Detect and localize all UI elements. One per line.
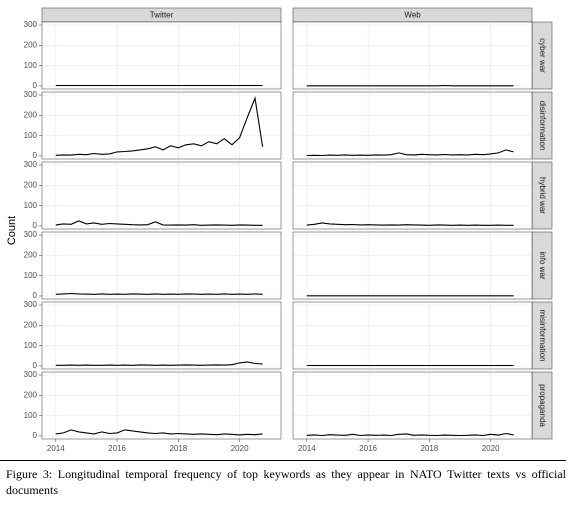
panel-border (41, 301, 282, 370)
panel (42, 162, 281, 229)
y-tick-label: 200 (24, 250, 38, 259)
chart: Twitter Web Count cyber war 0 100 200 300 disinf… (6, 7, 553, 453)
line (55, 292, 263, 295)
y-tick-label: 300 (24, 300, 38, 309)
panel (293, 232, 532, 299)
line (306, 432, 514, 437)
y-tick-label: 100 (24, 131, 38, 140)
x-tick-label: 2014 (298, 444, 316, 453)
panel-border (41, 161, 282, 230)
row-strip-label: misinformation (538, 309, 547, 361)
x-tick-label: 2020 (482, 444, 500, 453)
x-tick-label: 2014 (47, 444, 65, 453)
y-tick-label: 0 (33, 291, 38, 300)
y-tick-label: 0 (33, 221, 38, 230)
y-tick-label: 0 (33, 151, 38, 160)
row-strip-label: propaganda (538, 384, 547, 427)
panel-border (292, 301, 533, 370)
y-tick-label: 0 (33, 81, 38, 90)
x-tick-label: 2018 (420, 444, 438, 453)
panel (42, 372, 281, 439)
panel (293, 302, 532, 369)
y-tick-label: 200 (24, 180, 38, 189)
y-tick-label: 100 (24, 201, 38, 210)
panel (42, 92, 281, 159)
column-strip-label: Web (404, 11, 421, 20)
panel-border (292, 161, 533, 230)
panel (293, 372, 532, 439)
panel (293, 162, 532, 229)
y-axis-label: Count (6, 216, 18, 245)
line (55, 361, 263, 366)
caption-rule (0, 460, 566, 461)
y-tick-label: 200 (24, 320, 38, 329)
panel (42, 302, 281, 369)
column-strip-label: Twitter (150, 11, 174, 20)
panel-border (292, 371, 533, 440)
row-strip-label: hybrid war (538, 177, 547, 214)
y-tick-label: 0 (33, 431, 38, 440)
panel-border (292, 231, 533, 300)
panel (293, 92, 532, 159)
row-strip-label: info war (538, 251, 547, 279)
y-tick-label: 200 (24, 390, 38, 399)
x-tick-label: 2020 (231, 444, 249, 453)
panel-border (41, 91, 282, 160)
panel-border (292, 21, 533, 90)
panel-border (292, 91, 533, 160)
panel (293, 22, 532, 89)
x-tick-label: 2018 (169, 444, 187, 453)
panel (42, 22, 281, 89)
row-strip-label: cyber war (538, 38, 547, 73)
line (55, 220, 263, 226)
y-tick-label: 300 (24, 370, 38, 379)
y-tick-label: 0 (33, 361, 38, 370)
panel-border (41, 231, 282, 300)
y-tick-label: 100 (24, 341, 38, 350)
row-strip-label: disinformation (538, 101, 547, 151)
page: {"chart_data": {"type": "line", "ylabel"… (0, 7, 566, 497)
panel-border (41, 21, 282, 90)
y-tick-label: 300 (24, 230, 38, 239)
panel (42, 232, 281, 299)
x-tick-label: 2016 (359, 444, 377, 453)
panel-border (41, 371, 282, 440)
y-tick-label: 100 (24, 411, 38, 420)
line (55, 429, 263, 436)
y-tick-label: 100 (24, 271, 38, 280)
caption: Figure 3: Longitudinal temporal frequenc… (6, 467, 566, 497)
line (306, 149, 514, 157)
y-tick-label: 200 (24, 40, 38, 49)
y-tick-label: 100 (24, 61, 38, 70)
y-tick-label: 300 (24, 90, 38, 99)
line (306, 222, 514, 226)
y-tick-label: 300 (24, 160, 38, 169)
y-tick-label: 200 (24, 110, 38, 119)
x-tick-label: 2016 (108, 444, 126, 453)
line (55, 96, 264, 156)
y-tick-label: 300 (24, 20, 38, 29)
